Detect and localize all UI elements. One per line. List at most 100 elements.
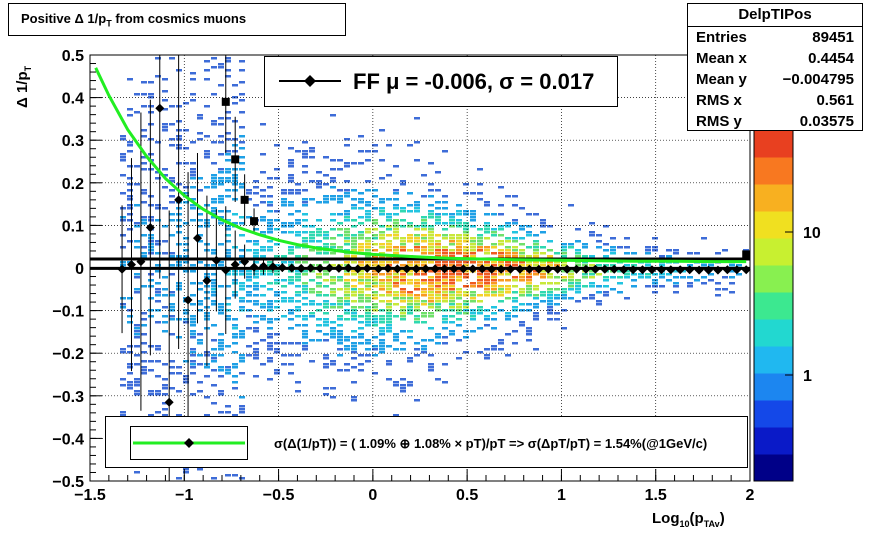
z-tick-label: 10 — [803, 225, 821, 242]
heatmap-cell — [225, 285, 231, 288]
heatmap-cell — [477, 240, 483, 243]
heatmap-cell — [323, 252, 329, 255]
heatmap-cell — [645, 264, 651, 267]
color-scale-band — [754, 157, 793, 185]
heatmap-cell — [134, 330, 140, 333]
heatmap-cell — [393, 207, 399, 210]
heatmap-cell — [155, 171, 161, 174]
heatmap-cell — [218, 285, 224, 288]
heatmap-cell — [309, 315, 315, 318]
heatmap-cell — [309, 303, 315, 306]
heatmap-cell — [470, 252, 476, 255]
heatmap-cell — [190, 294, 196, 297]
heatmap-cell — [470, 216, 476, 219]
heatmap-cell — [267, 249, 273, 252]
heatmap-cell — [267, 273, 273, 276]
heatmap-cell — [239, 69, 245, 72]
heatmap-cell — [400, 249, 406, 252]
heatmap-cell — [344, 255, 350, 258]
heatmap-cell — [309, 339, 315, 342]
heatmap-cell — [232, 222, 238, 225]
heatmap-cell — [155, 141, 161, 144]
heatmap-cell — [337, 198, 343, 201]
heatmap-cell — [351, 249, 357, 252]
heatmap-cell — [379, 129, 385, 132]
heatmap-cell — [246, 300, 252, 303]
heatmap-cell — [155, 75, 161, 78]
heatmap-cell — [533, 288, 539, 291]
heatmap-cell — [134, 471, 140, 474]
heatmap-cell — [533, 318, 539, 321]
heatmap-cell — [309, 270, 315, 273]
heatmap-cell — [449, 261, 455, 264]
mean-point — [534, 264, 544, 274]
heatmap-cell — [393, 246, 399, 249]
heatmap-cell — [589, 276, 595, 279]
heatmap-cell — [575, 288, 581, 291]
heatmap-cell — [127, 150, 133, 153]
heatmap-cell — [407, 261, 413, 264]
y-tick-label: 0.5 — [62, 48, 84, 65]
heatmap-cell — [302, 333, 308, 336]
heatmap-cell — [463, 306, 469, 309]
heatmap-cell — [239, 60, 245, 63]
heatmap-cell — [211, 183, 217, 186]
heatmap-cell — [491, 288, 497, 291]
heatmap-cell — [386, 225, 392, 228]
heatmap-cell — [211, 186, 217, 189]
heatmap-cell — [400, 273, 406, 276]
y-axis-title: Δ 1/pT — [14, 66, 33, 108]
heatmap-cell — [414, 159, 420, 162]
heatmap-cell — [428, 270, 434, 273]
heatmap-cell — [302, 345, 308, 348]
heatmap-cell — [736, 264, 742, 267]
heatmap-cell — [169, 177, 175, 180]
heatmap-cell — [232, 96, 238, 99]
heatmap-cell — [134, 390, 140, 393]
heatmap-cell — [400, 390, 406, 393]
heatmap-cell — [470, 282, 476, 285]
heatmap-cell — [519, 252, 525, 255]
heatmap-cell — [239, 141, 245, 144]
mean-point — [666, 265, 676, 275]
heatmap-cell — [414, 240, 420, 243]
heatmap-cell — [323, 237, 329, 240]
heatmap-cell — [267, 345, 273, 348]
heatmap-cell — [400, 180, 406, 183]
heatmap-cell — [134, 363, 140, 366]
heatmap-cell — [365, 360, 371, 363]
heatmap-cell — [512, 342, 518, 345]
heatmap-cell — [435, 276, 441, 279]
heatmap-cell — [239, 234, 245, 237]
heatmap-cell — [414, 234, 420, 237]
heatmap-cell — [491, 279, 497, 282]
heatmap-cell — [365, 231, 371, 234]
heatmap-cell — [533, 249, 539, 252]
heatmap-cell — [435, 252, 441, 255]
heatmap-cell — [449, 243, 455, 246]
heatmap-cell — [456, 249, 462, 252]
heatmap-cell — [323, 198, 329, 201]
heatmap-cell — [456, 339, 462, 342]
heatmap-cell — [603, 285, 609, 288]
heatmap-cell — [512, 231, 518, 234]
heatmap-cell — [456, 318, 462, 321]
heatmap-cell — [582, 246, 588, 249]
heatmap-cell — [127, 213, 133, 216]
heatmap-cell — [225, 405, 231, 408]
heatmap-cell — [162, 315, 168, 318]
heatmap-cell — [253, 327, 259, 330]
heatmap-cell — [358, 216, 364, 219]
heatmap-cell — [428, 285, 434, 288]
heatmap-cell — [463, 303, 469, 306]
heatmap-cell — [498, 339, 504, 342]
heatmap-cell — [435, 207, 441, 210]
heatmap-cell — [197, 303, 203, 306]
heatmap-cell — [582, 255, 588, 258]
heatmap-cell — [197, 117, 203, 120]
heatmap-cell — [470, 330, 476, 333]
heatmap-cell — [134, 240, 140, 243]
heatmap-cell — [344, 231, 350, 234]
heatmap-cell — [596, 303, 602, 306]
heatmap-cell — [372, 189, 378, 192]
